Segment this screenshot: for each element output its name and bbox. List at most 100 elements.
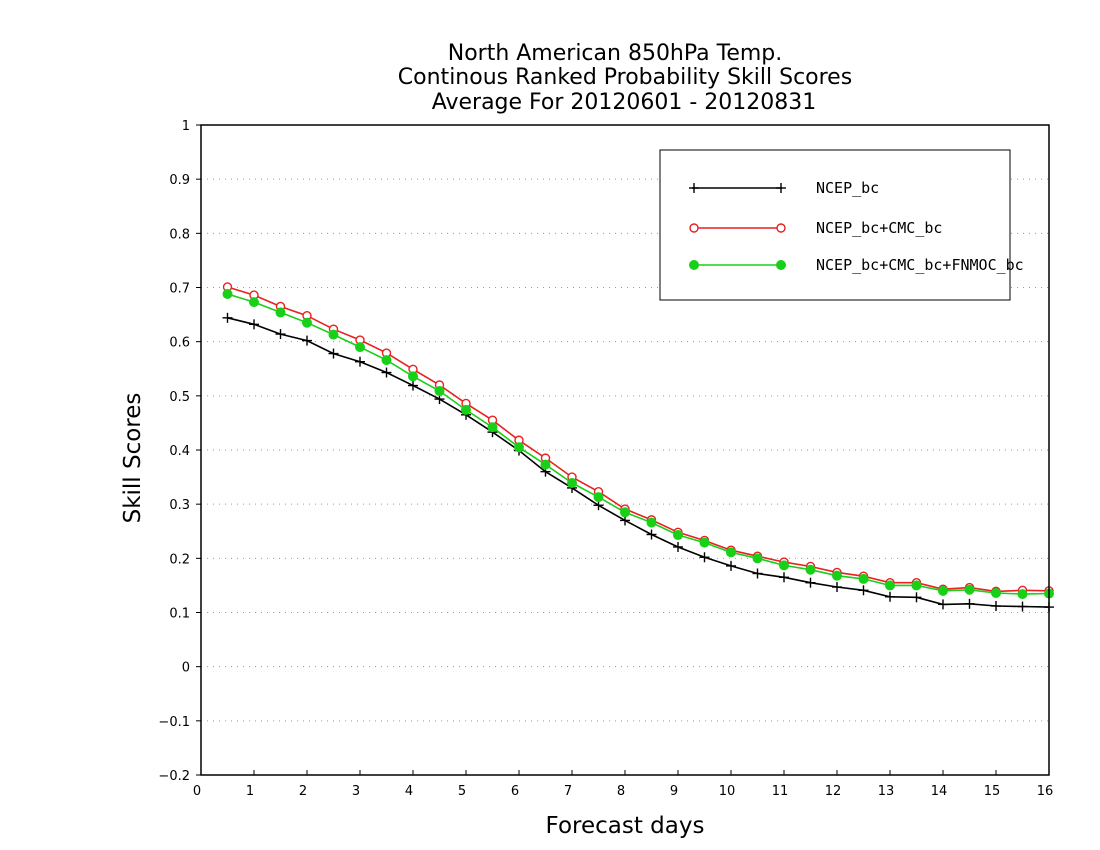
data-point (964, 584, 975, 595)
y-tick-label: 0.2 (169, 552, 190, 567)
data-point (938, 599, 948, 610)
title-line-1: North American 850hPa Temp. (448, 41, 783, 66)
data-point (434, 385, 445, 396)
legend-marker (689, 183, 699, 193)
data-point (593, 492, 604, 503)
chart-title: North American 850hPa Temp. Continous Ra… (398, 41, 852, 115)
data-point (487, 422, 498, 433)
legend-label: NCEP_bc (816, 179, 879, 197)
data-point (779, 560, 789, 571)
data-point (858, 573, 869, 584)
y-axis-ticks: −0.2 −0.1 0 0.1 0.2 0.3 0.4 0.5 0.6 0.7 0.8 0.9 1 (158, 119, 201, 784)
data-point (699, 552, 710, 563)
data-point (275, 329, 286, 340)
data-point (355, 356, 365, 367)
data-point (938, 585, 948, 596)
data-point (461, 404, 471, 415)
legend-marker (689, 260, 699, 270)
series-line (227, 317, 1050, 608)
data-point (514, 442, 524, 453)
data-point (408, 371, 418, 382)
data-point (355, 342, 365, 353)
x-tick-label: 7 (564, 784, 572, 799)
data-point (249, 319, 259, 330)
legend-item: NCEP_bc (689, 179, 879, 197)
series-1 (222, 282, 1054, 597)
data-point (752, 568, 763, 579)
data-point (991, 601, 1001, 611)
data-point (726, 547, 736, 558)
y-axis-title: Skill Scores (120, 393, 146, 524)
legend-marker (776, 183, 786, 193)
title-line-3: Average For 20120601 - 20120831 (432, 90, 817, 115)
data-point (1017, 601, 1028, 612)
data-point (673, 541, 683, 552)
legend-label: NCEP_bc+CMC_bc+FNMOC_bc (816, 256, 1024, 274)
y-tick-label: 0 (182, 661, 190, 676)
y-tick-label: 0.1 (169, 607, 190, 622)
plot-frame (200, 124, 1050, 776)
legend-marker (776, 260, 786, 270)
y-tick-label: 0.6 (169, 336, 190, 351)
x-tick-label: 4 (405, 784, 413, 799)
data-point (302, 335, 312, 346)
data-point (328, 329, 339, 340)
data-point (779, 572, 789, 583)
x-tick-label: 15 (984, 784, 1001, 799)
series-group (222, 282, 1054, 613)
data-point (328, 348, 339, 359)
x-tick-label: 16 (1037, 784, 1054, 799)
series-line (227, 286, 1050, 593)
y-tick-label: −0.1 (158, 715, 190, 730)
data-point (752, 553, 763, 564)
data-point (911, 592, 922, 603)
legend: NCEP_bc NCEP_bc+CMC_bc NCEP_bc+CMC_bc+FNMO… (659, 149, 1024, 301)
y-tick-label: 1 (182, 119, 190, 134)
data-point (858, 585, 869, 596)
data-point (408, 380, 418, 391)
x-tick-label: 5 (458, 784, 466, 799)
y-tick-label: 0.3 (169, 498, 190, 513)
data-point (620, 507, 630, 518)
data-point (991, 588, 1001, 598)
data-point (275, 307, 286, 318)
data-point (805, 577, 816, 588)
x-axis-ticks: 0 1 2 3 4 5 6 7 8 9 10 11 12 13 14 15 16 (193, 770, 1053, 799)
legend-box (659, 149, 1011, 301)
data-point (699, 537, 710, 548)
legend-item: NCEP_bc+CMC_bc+FNMOC_bc (689, 256, 1024, 274)
data-point (885, 580, 895, 591)
y-tick-label: 0.9 (169, 173, 190, 188)
x-tick-label: 8 (617, 784, 625, 799)
y-tick-label: −0.2 (158, 769, 190, 784)
data-point (964, 598, 975, 609)
legend-marker (776, 223, 786, 233)
x-tick-label: 0 (193, 784, 201, 799)
data-point (381, 355, 392, 366)
x-tick-label: 11 (772, 784, 789, 799)
data-point (302, 317, 312, 328)
x-tick-label: 9 (670, 784, 678, 799)
data-point (673, 530, 683, 541)
title-line-2: Continous Ranked Probability Skill Score… (398, 65, 852, 90)
data-point (540, 459, 551, 470)
y-tick-label: 0.4 (169, 444, 190, 459)
data-point (646, 529, 657, 540)
x-tick-label: 10 (719, 784, 736, 799)
y-tick-label: 0.7 (169, 282, 190, 297)
data-point (222, 289, 233, 299)
data-point (1017, 589, 1028, 600)
x-tick-label: 12 (825, 784, 842, 799)
data-point (832, 570, 842, 581)
legend-item: NCEP_bc+CMC_bc (689, 219, 942, 237)
x-tick-label: 14 (931, 784, 948, 799)
x-tick-label: 1 (246, 784, 254, 799)
series-line (227, 293, 1050, 595)
x-tick-label: 6 (511, 784, 519, 799)
data-point (911, 580, 922, 591)
data-point (646, 517, 657, 528)
data-point (381, 367, 392, 378)
legend-marker (689, 223, 699, 233)
series-2 (222, 289, 1054, 600)
